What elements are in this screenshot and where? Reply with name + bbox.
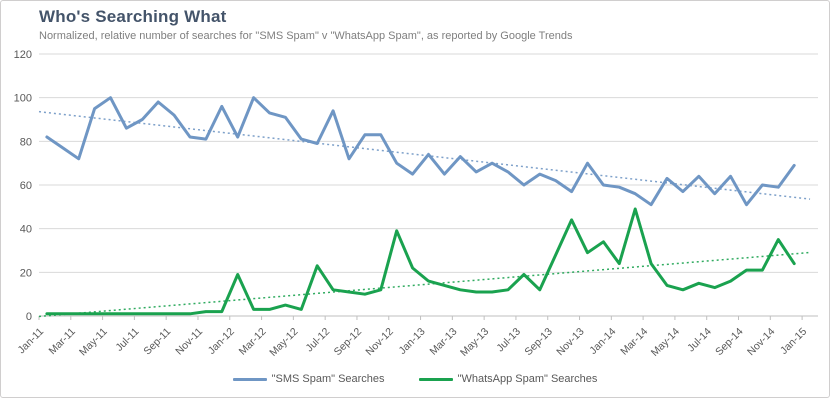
chart-header: Who's Searching What Normalized, relativ… — [39, 7, 572, 42]
legend-item-sms-spam: "SMS Spam" Searches — [232, 373, 385, 385]
chart-subtitle: Normalized, relative number of searches … — [39, 30, 573, 42]
legend-label-sms-spam: "SMS Spam" Searches — [271, 373, 385, 385]
x-axis-label: Jan-14 — [587, 326, 618, 357]
x-axis-label: Nov-11 — [173, 326, 205, 358]
x-axis-label: May-13 — [458, 326, 491, 359]
x-axis-label: Jan-13 — [396, 326, 427, 357]
x-axis-label: Sep-14 — [713, 326, 746, 359]
legend-item-whatsapp-spam: "WhatsApp Spam" Searches — [418, 373, 598, 385]
x-axis-label: Sep-11 — [141, 326, 173, 358]
x-axis-label: May-11 — [77, 326, 110, 359]
x-axis-label: Nov-14 — [745, 326, 778, 359]
y-axis-label: 120 — [14, 49, 32, 61]
x-axis-label: Jul-12 — [304, 326, 333, 355]
legend-label-whatsapp-spam: "WhatsApp Spam" Searches — [457, 373, 598, 385]
x-axis-label: Sep-13 — [522, 326, 555, 359]
x-axis-label: Mar-12 — [237, 326, 269, 358]
x-axis-label: Jul-14 — [685, 326, 714, 355]
whatsapp-spam-line — [45, 207, 796, 316]
sms-spam-trendline — [38, 110, 811, 200]
y-axis-label: 20 — [20, 267, 32, 279]
y-axis-label: 40 — [20, 224, 32, 236]
x-axis-label: Nov-12 — [363, 326, 396, 359]
sms-spam-line-swatch — [232, 377, 267, 381]
y-axis-label: 100 — [14, 93, 32, 105]
x-axis-label: Mar-11 — [46, 326, 78, 358]
x-axis-label: Jan-15 — [778, 326, 809, 357]
x-axis-label: Jul-13 — [494, 326, 523, 355]
chart-legend: "SMS Spam" Searches "WhatsApp Spam" Sear… — [1, 373, 829, 385]
whatsapp-spam-line-swatch — [418, 377, 453, 381]
x-axis-label: Sep-12 — [332, 326, 365, 359]
x-axis-label: May-14 — [649, 326, 682, 359]
whatsapp-spam-trendline — [38, 251, 811, 318]
y-axis-label: 0 — [26, 311, 32, 323]
x-axis-label: Jul-11 — [113, 326, 141, 354]
x-axis-label: May-12 — [267, 326, 300, 359]
x-axis-label: Jan-12 — [206, 326, 237, 357]
x-axis-label: Mar-13 — [427, 326, 459, 358]
y-axis-label: 60 — [20, 180, 32, 192]
sms-spam-line — [45, 96, 796, 207]
chart-title: Who's Searching What — [39, 7, 227, 26]
y-axis-label: 80 — [20, 136, 32, 148]
x-axis-label: Jan-11 — [15, 326, 46, 357]
x-axis-label: Nov-13 — [554, 326, 587, 359]
x-axis-label: Mar-14 — [618, 326, 650, 358]
